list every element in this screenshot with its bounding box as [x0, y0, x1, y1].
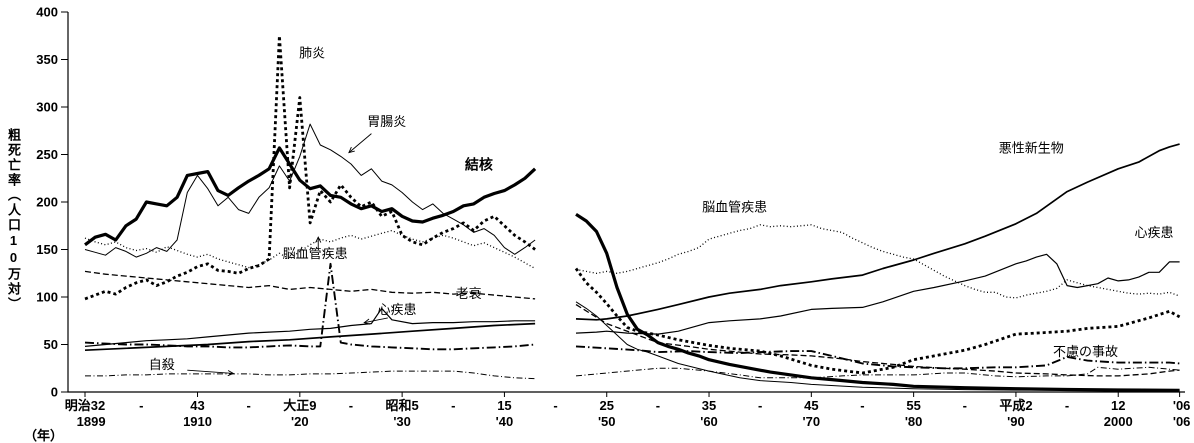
annotation-accidents-label: 不慮の事故 — [1053, 344, 1118, 359]
x-year-label: 1910 — [183, 414, 212, 429]
x-era-label: - — [553, 398, 557, 413]
annotation-tuberculosis-label: 結核 — [465, 157, 493, 173]
annotation-arrow-suicide-label — [187, 369, 234, 374]
y-tick-label: 0 — [51, 385, 58, 400]
x-year-label: '06 — [1173, 414, 1191, 429]
x-era-label: - — [860, 398, 864, 413]
x-era-label: 平成2 — [999, 398, 1032, 413]
x-era-label: 12 — [1111, 398, 1125, 413]
x-era-label: 45 — [804, 398, 818, 413]
series-line-senility — [575, 304, 1180, 377]
x-era-label: 大正9 — [283, 398, 316, 413]
annotation-heart-left-label: 心疾患 — [378, 302, 417, 317]
axis-frame — [67, 12, 1185, 393]
x-year-label: '30 — [393, 414, 411, 429]
annotation-suicide-label: 自殺 — [149, 357, 175, 372]
x-era-label: - — [758, 398, 762, 413]
x-era-label: '06 — [1173, 398, 1191, 413]
y-tick-label: 350 — [36, 52, 58, 67]
x-era-label: - — [963, 398, 967, 413]
x-era-label: 43 — [190, 398, 204, 413]
x-year-label: 2000 — [1104, 414, 1133, 429]
series-line-pneumonia — [574, 267, 1181, 375]
annotation-pneumonia-label: 肺炎 — [299, 46, 325, 61]
x-year-label: '60 — [700, 414, 718, 429]
x-era-label: - — [247, 398, 251, 413]
series-line-gastroenteritis — [84, 123, 536, 258]
annotation-heart-right-label: 心疾患 — [1135, 225, 1174, 240]
x-year-label: 1899 — [77, 414, 106, 429]
series-line-accidents — [575, 345, 1180, 370]
y-tick-label: 400 — [36, 5, 58, 20]
annotation-gastroenteritis-label: 胃腸炎 — [367, 114, 406, 129]
y-tick-label: 100 — [36, 290, 58, 305]
annotation-arrow-gastroenteritis-label — [348, 133, 372, 153]
x-era-label: - — [139, 398, 143, 413]
series-line-tuberculosis — [84, 146, 537, 247]
series-line-suicide — [85, 370, 536, 380]
x-year-label: '50 — [598, 414, 616, 429]
x-era-label: - — [451, 398, 455, 413]
annotation-arrowhead-suicide-label — [227, 370, 235, 377]
series-line-pneumonia — [84, 34, 536, 301]
annotation-arrow-heart-left-label — [364, 317, 388, 324]
series-line-cerebrovascular — [575, 224, 1180, 299]
x-era-label: 明治32 — [65, 398, 105, 413]
x-era-label: - — [349, 398, 353, 413]
series-line-senility — [84, 270, 536, 300]
series-line-gastroenteritis — [575, 301, 1180, 392]
y-tick-label: 200 — [36, 195, 58, 210]
x-era-label: 55 — [906, 398, 920, 413]
series-line-cancer — [575, 143, 1180, 321]
annotation-arrowhead-cerebrovascular-left-label — [315, 236, 322, 243]
x-era-label: 35 — [702, 398, 716, 413]
x-year-label: '20 — [291, 414, 309, 429]
series-line-heart — [84, 307, 536, 347]
y-tick-label: 50 — [44, 337, 58, 352]
x-era-label: 昭和5 — [386, 398, 419, 413]
x-era-label: - — [656, 398, 660, 413]
annotation-cancer-label: 悪性新生物 — [999, 141, 1064, 156]
annotation-senility-label: 老衰 — [456, 286, 482, 301]
series-line-accidents — [84, 262, 536, 351]
series-line-suicide — [575, 366, 1180, 379]
x-era-label: 25 — [599, 398, 613, 413]
x-year-label: '80 — [905, 414, 923, 429]
x-era-label: - — [1065, 398, 1069, 413]
x-year-label: '90 — [1007, 414, 1025, 429]
y-tick-label: 250 — [36, 147, 58, 162]
x-year-label: '70 — [803, 414, 821, 429]
y-axis-title: 粗死亡率（人口10万対） — [6, 128, 21, 312]
series-line-heart — [575, 253, 1180, 335]
annotation-arrowhead-gastroenteritis-label — [348, 146, 355, 154]
annotation-cerebrovascular-right-label: 脳血管疾患 — [702, 200, 767, 215]
y-tick-label: 150 — [36, 242, 58, 257]
y-tick-label: 300 — [36, 100, 58, 115]
series-line-tuberculosis — [575, 212, 1180, 392]
series-line-cancer — [84, 322, 536, 352]
x-axis-unit-note: （年） — [24, 428, 63, 443]
x-year-label: '40 — [496, 414, 514, 429]
annotation-cerebrovascular-left-label: 脳血管疾患 — [283, 246, 348, 261]
x-era-label: 15 — [497, 398, 511, 413]
annotation-arrowhead-heart-left-label — [363, 318, 371, 325]
